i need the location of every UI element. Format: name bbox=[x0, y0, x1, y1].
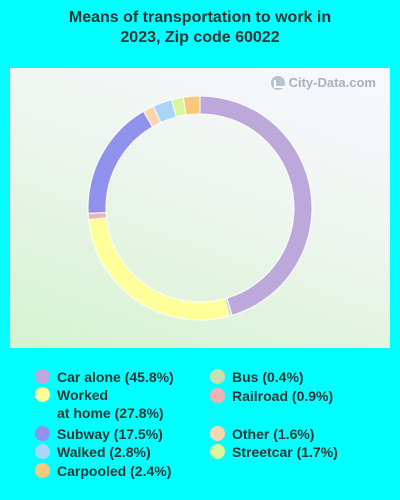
legend-label-railroad: Railroad (0.9%) bbox=[232, 388, 334, 404]
chart-title: Means of transportation to work in 2023,… bbox=[0, 8, 400, 48]
legend-label-subway: Subway (17.5%) bbox=[57, 426, 163, 442]
legend-swatch-railroad bbox=[210, 388, 225, 403]
legend-item-car-alone: Car alone (45.8%) bbox=[35, 368, 174, 386]
legend-label-other: Other (1.6%) bbox=[232, 426, 315, 442]
legend-item-other: Other (1.6%) bbox=[210, 425, 314, 443]
legend-swatch-bus bbox=[210, 369, 225, 384]
legend-item-bus: Bus (0.4%) bbox=[210, 368, 304, 386]
donut-chart bbox=[87, 95, 313, 321]
legend-swatch-subway bbox=[35, 426, 50, 441]
legend-item-walked: Walked (2.8%) bbox=[35, 443, 151, 461]
legend-label-worked-at-home-line-1: Worked bbox=[57, 387, 109, 403]
legend-item-railroad: Railroad (0.9%) bbox=[210, 387, 333, 405]
donut-slice-car-alone bbox=[199, 95, 313, 316]
legend-label-streetcar: Streetcar (1.7%) bbox=[232, 444, 338, 460]
watermark-text: City-Data.com bbox=[288, 75, 376, 90]
legend-item-subway: Subway (17.5%) bbox=[35, 425, 163, 443]
donut-slice-worked-at-home bbox=[88, 217, 230, 321]
legend-label-worked-at-home-line-2: at home (27.8%) bbox=[57, 405, 164, 421]
city-data-logo-icon bbox=[270, 75, 285, 90]
legend-swatch-carpooled bbox=[35, 463, 50, 478]
legend-item-carpooled: Carpooled (2.4%) bbox=[35, 462, 171, 480]
legend-label-bus: Bus (0.4%) bbox=[232, 369, 304, 385]
legend-swatch-other bbox=[210, 426, 225, 441]
legend-item-streetcar: Streetcar (1.7%) bbox=[210, 443, 338, 461]
legend-label-carpooled: Carpooled (2.4%) bbox=[57, 463, 172, 479]
legend-swatch-walked bbox=[35, 444, 50, 459]
chart-panel: City-Data.com bbox=[10, 68, 390, 348]
legend-swatch-worked-at-home bbox=[35, 387, 50, 402]
legend-item-worked-at-home: Worked at home (27.8%) bbox=[35, 386, 164, 422]
legend-label-walked: Walked (2.8%) bbox=[57, 444, 151, 460]
chart-legend: Car alone (45.8%) Worked at home (27.8%)… bbox=[0, 366, 400, 496]
legend-label-car-alone: Car alone (45.8%) bbox=[57, 369, 174, 385]
donut-slice-subway bbox=[87, 110, 154, 214]
legend-swatch-streetcar bbox=[210, 444, 225, 459]
watermark: City-Data.com bbox=[270, 75, 376, 90]
donut-slice-carpooled bbox=[182, 95, 201, 116]
chart-title-line-2: 2023, Zip code 60022 bbox=[120, 29, 280, 46]
chart-title-line-1: Means of transportation to work in bbox=[68, 9, 332, 26]
legend-swatch-car-alone bbox=[35, 369, 50, 384]
